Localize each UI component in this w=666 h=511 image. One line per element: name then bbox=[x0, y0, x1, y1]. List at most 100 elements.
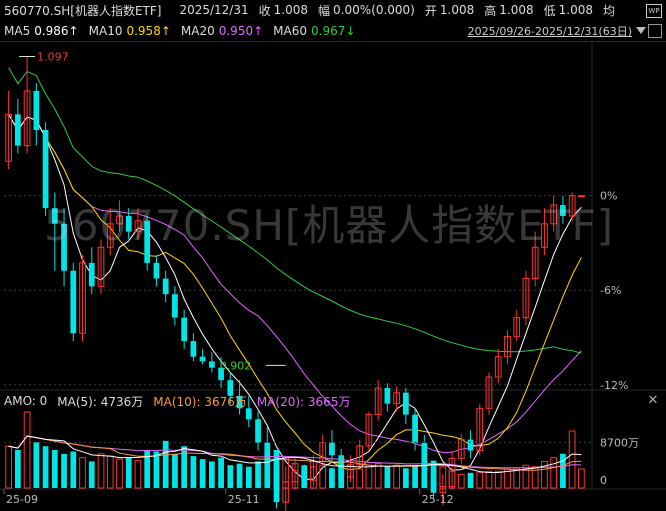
volume-bar bbox=[329, 468, 335, 488]
candle-body bbox=[33, 90, 40, 130]
ma20-value: 0.950↑ bbox=[218, 24, 264, 38]
candle-body bbox=[162, 278, 169, 295]
candle-body bbox=[23, 90, 31, 147]
volume-bar bbox=[578, 468, 585, 489]
volume-bar bbox=[33, 442, 40, 488]
date-range-selector[interactable]: 2025/09/26-2025/12/31(63日) bbox=[467, 25, 632, 38]
candle-body bbox=[485, 376, 493, 409]
candle-body bbox=[494, 356, 502, 378]
volume-bar bbox=[172, 453, 178, 488]
ma5-line bbox=[8, 114, 582, 480]
volume-axis-label: 0 bbox=[600, 474, 607, 487]
close-value: 1.008 bbox=[273, 3, 308, 17]
candle-body bbox=[504, 335, 511, 358]
change-value: 0.00%(0.000) bbox=[333, 3, 415, 17]
volume-bar bbox=[236, 463, 243, 488]
volume-bar bbox=[467, 472, 474, 488]
candle-body bbox=[255, 419, 261, 443]
volume-bar bbox=[457, 473, 465, 489]
open-label: 开 bbox=[424, 3, 437, 18]
candle-body bbox=[88, 262, 95, 287]
volume-bar bbox=[522, 464, 530, 489]
volume-bar bbox=[338, 465, 345, 488]
candle-body bbox=[393, 392, 400, 405]
volume-bar bbox=[227, 465, 234, 488]
candle-body bbox=[374, 387, 382, 416]
volume-bar bbox=[42, 446, 49, 488]
candle-body bbox=[42, 130, 49, 209]
candle-body bbox=[153, 262, 160, 279]
candle-body bbox=[134, 220, 142, 233]
volume-bar bbox=[319, 464, 327, 489]
volume-bar bbox=[421, 462, 428, 488]
candle-body bbox=[61, 223, 67, 271]
close-icon[interactable]: ✕ bbox=[647, 393, 659, 408]
candle-body bbox=[106, 223, 114, 248]
volume-bar bbox=[273, 450, 280, 488]
candle-body bbox=[172, 294, 178, 318]
candle-body bbox=[70, 270, 77, 334]
amo-ma10: MA(10): 3676万 bbox=[153, 394, 247, 409]
volume-bar bbox=[51, 450, 58, 488]
volume-bar bbox=[199, 459, 206, 488]
volume-bar bbox=[365, 464, 373, 489]
candle-body bbox=[531, 246, 539, 280]
candle-body bbox=[365, 414, 373, 447]
fullscreen-icon[interactable] bbox=[648, 24, 662, 38]
candle-body bbox=[513, 317, 521, 337]
volume-bar bbox=[208, 461, 215, 488]
volume-bar bbox=[448, 470, 456, 489]
volume-header: AMO: 0 MA(5): 4736万 MA(10): 3676万 MA(20)… bbox=[0, 391, 666, 411]
ma60-value: 0.967↓ bbox=[311, 24, 356, 38]
chevron-down-icon[interactable] bbox=[636, 27, 646, 34]
volume-bar bbox=[384, 466, 391, 488]
volume-bar bbox=[61, 453, 67, 488]
ma10-label: MA10 bbox=[88, 24, 123, 38]
volume-bar bbox=[245, 466, 252, 488]
candle-body bbox=[5, 113, 12, 162]
volume-bar bbox=[125, 457, 132, 488]
candle-body bbox=[144, 220, 151, 263]
quote-date: 2025/12/31 bbox=[179, 3, 249, 17]
amo-value: AMO: 0 bbox=[4, 394, 48, 408]
candle-body bbox=[356, 445, 364, 466]
volume-bar bbox=[162, 440, 169, 488]
candle-body bbox=[412, 414, 418, 443]
candle-body bbox=[550, 204, 558, 225]
candle-body bbox=[190, 341, 197, 357]
volume-axis-label: 8700万 bbox=[600, 436, 639, 449]
high-marker-label: 1.097 bbox=[37, 51, 69, 64]
candle-body bbox=[97, 246, 105, 287]
candle-body bbox=[541, 223, 548, 248]
volume-bar bbox=[513, 467, 521, 489]
candle-body bbox=[79, 262, 86, 334]
low-marker-label: 0.902 bbox=[220, 359, 252, 372]
volume-bar bbox=[568, 430, 576, 489]
volume-bar bbox=[531, 466, 539, 489]
candle-body bbox=[218, 367, 224, 381]
candle-body bbox=[329, 442, 335, 456]
candle-body bbox=[522, 278, 530, 319]
volume-bar bbox=[393, 464, 400, 489]
amo-ma5-line bbox=[8, 435, 582, 473]
watermark: 560770.SH[机器人指数ETF] bbox=[44, 201, 615, 250]
volume-bar bbox=[402, 468, 409, 488]
volume-bar bbox=[181, 446, 188, 488]
volume-bar bbox=[356, 468, 364, 489]
symbol-title: 560770.SH[机器人指数ETF] bbox=[4, 3, 162, 18]
volume-bar bbox=[550, 457, 558, 489]
amo-ma20: MA(20): 3665万 bbox=[256, 394, 351, 409]
volume-bar bbox=[14, 450, 21, 488]
ma20-label: MA20 bbox=[180, 24, 215, 38]
candle-body bbox=[264, 442, 271, 462]
ma10-value: 0.958↑ bbox=[126, 24, 171, 38]
volume-bar bbox=[301, 465, 308, 488]
candle-body bbox=[125, 216, 132, 232]
wp-badge-icon[interactable]: WP bbox=[646, 4, 662, 18]
candle-body bbox=[236, 395, 243, 409]
price-axis-label: -6% bbox=[600, 284, 621, 297]
volume-bar bbox=[70, 451, 77, 488]
low-label: 低 bbox=[543, 3, 556, 18]
volume-bar bbox=[97, 453, 105, 489]
